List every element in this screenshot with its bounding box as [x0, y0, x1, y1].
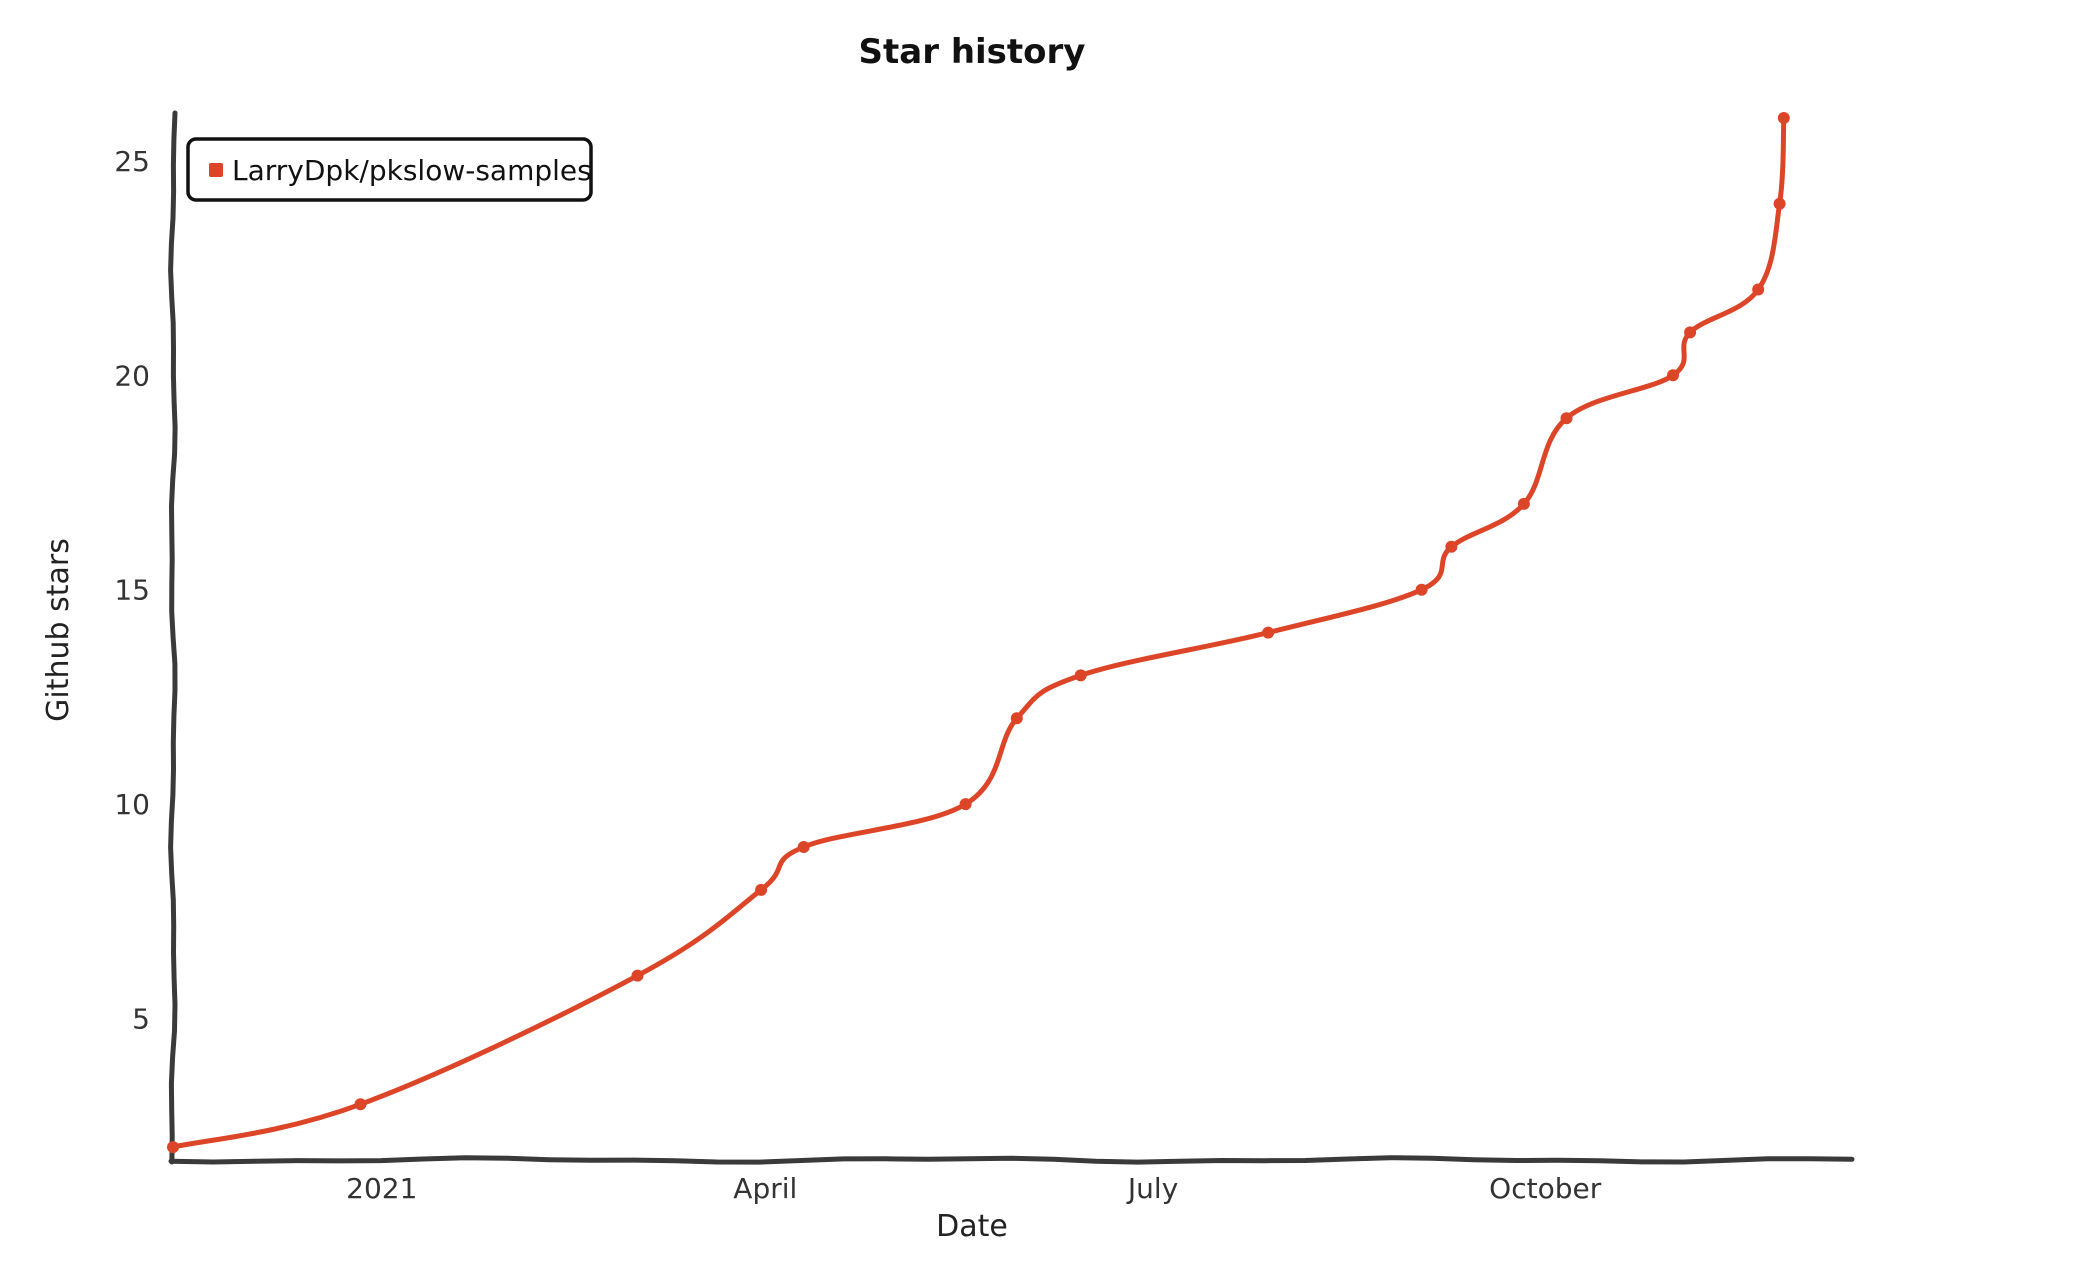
series-line-0 [170, 115, 1787, 1150]
x-axis-label: Date [936, 1209, 1008, 1244]
data-point-5 [959, 798, 972, 811]
y-axis-line [168, 110, 178, 1165]
data-point-14 [1684, 326, 1697, 339]
data-point-2 [631, 969, 644, 982]
x-tick-labels: 2021 April July October [346, 1172, 1602, 1205]
series-layer [167, 112, 1790, 1154]
y-axis-label: Github stars [41, 538, 76, 722]
legend-box [186, 137, 593, 202]
data-point-9 [1415, 583, 1428, 596]
y-axis-stroke [168, 110, 178, 1165]
x-axis-line [168, 1155, 1855, 1165]
data-point-11 [1517, 497, 1530, 510]
y-tick-label-25: 25 [114, 145, 150, 178]
y-tick-label-5: 5 [132, 1003, 150, 1036]
legend: LarryDpk/pkslow-samples [186, 137, 593, 202]
data-point-13 [1667, 369, 1679, 382]
data-point-7 [1074, 669, 1087, 682]
data-point-3 [755, 883, 768, 896]
x-axis-stroke [168, 1155, 1855, 1165]
data-point-4 [797, 841, 810, 853]
y-tick-label-20: 20 [114, 359, 150, 392]
x-tick-label-april: April [733, 1172, 797, 1205]
data-point-6 [1010, 712, 1023, 725]
legend-swatch [209, 163, 223, 177]
legend-label: LarryDpk/pkslow-samples [232, 154, 592, 187]
y-tick-label-10: 10 [114, 788, 150, 821]
y-tick-labels: 5 10 15 20 25 [114, 145, 150, 1036]
data-point-8 [1262, 626, 1275, 639]
y-tick-label-15: 15 [114, 574, 150, 607]
data-point-16 [1773, 197, 1786, 210]
data-point-1 [354, 1098, 367, 1111]
data-point-10 [1445, 540, 1458, 553]
data-point-0 [167, 1141, 179, 1154]
chart-title: Star history [859, 32, 1086, 72]
data-point-12 [1560, 412, 1573, 425]
x-tick-label-2021: 2021 [346, 1172, 417, 1205]
data-point-17 [1777, 112, 1790, 124]
data-point-15 [1752, 283, 1765, 296]
x-tick-label-july: July [1126, 1172, 1178, 1205]
x-tick-label-october: October [1489, 1172, 1602, 1205]
